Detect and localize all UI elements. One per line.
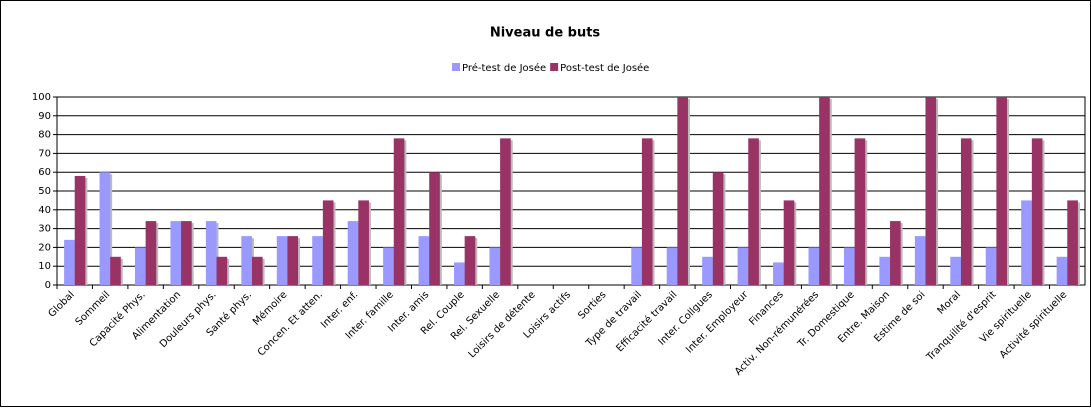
bar [773,262,784,285]
bar [241,236,252,285]
bar [879,256,891,285]
bar [1056,256,1068,285]
bar [99,172,111,285]
bar [1021,200,1032,285]
bar [347,221,359,285]
y-tick-label: 0 [45,280,51,291]
bar [748,138,759,285]
bar [631,247,642,285]
bar [276,236,288,285]
bar [1067,200,1078,285]
bar [205,221,217,285]
legend-label: Post-test de Josée [560,62,649,74]
bar [170,221,182,285]
y-tick-label: 20 [38,242,51,253]
bar [819,97,830,285]
y-tick-label: 10 [38,261,51,272]
y-tick-label: 90 [38,111,51,122]
bar [702,256,713,285]
bar [287,236,299,285]
legend-label: Pré-test de Josée [462,62,546,74]
y-tick-label: 80 [38,130,51,141]
bar [500,138,511,285]
bar [393,138,405,285]
bar [783,200,795,285]
bar [666,247,678,285]
bar [677,97,688,285]
chart-title: Niveau de buts [490,26,601,41]
bar [429,172,440,285]
bar [808,247,820,285]
bar [145,221,157,285]
bar [996,97,1008,285]
y-tick-label: 40 [38,205,51,216]
bar [312,236,323,285]
bar [960,138,972,285]
bar [454,262,465,285]
bar [712,172,724,285]
bar [322,200,334,285]
bar [134,247,146,285]
legend-swatch [452,63,460,71]
bar [418,236,430,285]
bar [251,256,263,285]
bar [358,200,369,285]
bar [985,247,997,285]
bar [914,236,926,285]
y-tick-label: 70 [38,148,51,159]
bar [383,247,394,285]
bar [737,247,749,285]
y-tick-label: 50 [38,186,51,197]
bar [464,236,476,285]
bar [854,138,866,285]
y-tick-label: 30 [38,224,51,235]
bar [64,239,75,285]
bar [890,221,901,285]
bar [216,256,228,285]
bar [181,221,192,285]
bar [1031,138,1043,285]
bar [925,97,937,285]
bar [489,247,501,285]
bar [950,256,961,285]
plot-border [56,96,1086,286]
y-tick-label: 60 [38,167,51,178]
bar [110,256,121,285]
bar [843,247,855,285]
legend-swatch [550,63,559,71]
bar [641,138,653,285]
legend: Pré-test de Josée Post-test de Josée [452,62,649,74]
y-tick-label: 100 [32,92,51,103]
bar [74,175,86,285]
